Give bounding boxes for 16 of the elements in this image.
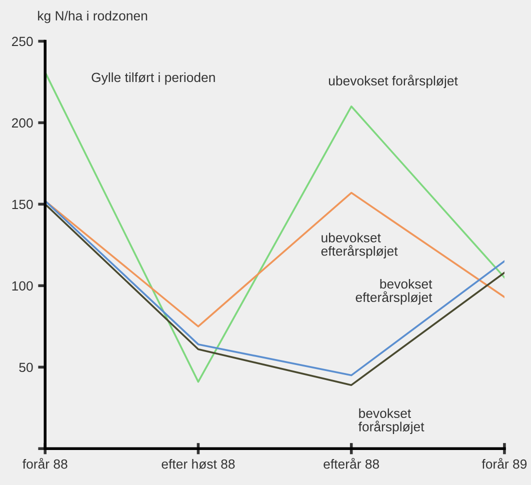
y-tick-label: 50 [19,362,33,372]
x-tick-label: forår 89 [482,458,527,469]
y-tick-label: 250 [12,36,33,46]
x-tick-label: forår 88 [22,458,68,469]
x-tick-label: efter høst 88 [162,459,235,469]
text: ubevokset forårspløjet [328,74,458,88]
y-tick-label: 150 [12,200,33,210]
x-tick-label: efterår 88 [324,458,380,469]
y-axis-title: kg N/ha i rodzonen [38,10,148,24]
y-tick-label: 200 [12,118,33,128]
series-label: ubevokset efterårspløjet [321,232,398,258]
annotation: Gylle tilført i perioden [92,72,215,85]
series-label: bevokset forårspløjet [358,408,424,434]
series-label: bevokset efterårspløjet [356,278,432,305]
y-tick-label: 100 [12,281,33,291]
line-series [45,71,504,383]
